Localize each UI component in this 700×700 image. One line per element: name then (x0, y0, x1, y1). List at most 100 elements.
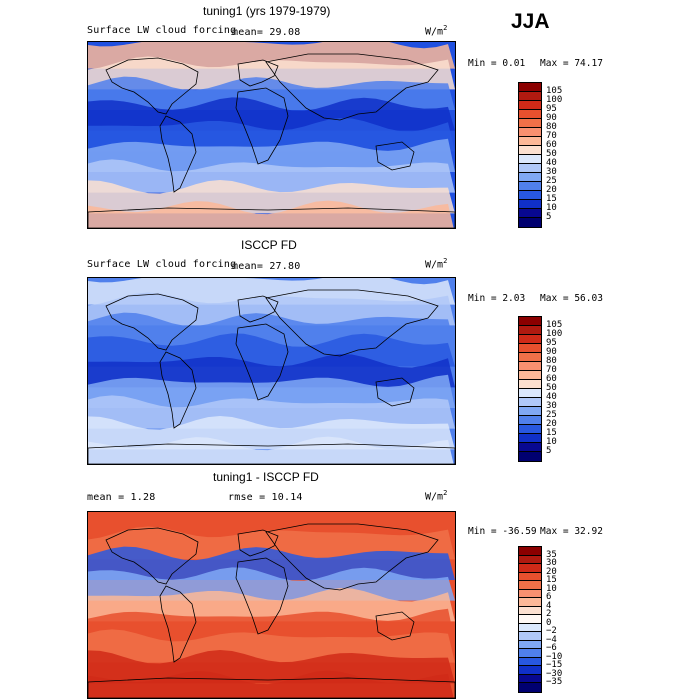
colorbar-level-label: 105 (546, 86, 563, 96)
coastline (88, 443, 455, 464)
panel-3-colorbar (518, 546, 542, 693)
colorbar-swatch (519, 632, 541, 641)
colorbar-level-label: 80 (546, 356, 557, 366)
colorbar-swatch (519, 683, 541, 692)
colorbar-level-label: 4 (546, 600, 552, 611)
colorbar-level-label: 35 (546, 549, 557, 560)
colorbar-level-label: 70 (546, 131, 557, 141)
colorbar-level-label: 25 (546, 410, 557, 420)
field-band (88, 278, 455, 305)
colorbar-swatch (519, 640, 541, 649)
colorbar-level-label: 15 (546, 428, 557, 438)
colorbar-swatch (519, 380, 541, 389)
colorbar-swatch (519, 615, 541, 624)
panel-1-max: Max = 74.17 (540, 58, 603, 69)
colorbar-level-label: 100 (546, 95, 563, 105)
field-band (88, 118, 455, 152)
colorbar-swatch (519, 657, 541, 666)
colorbar-level-label: 90 (546, 347, 557, 357)
coastline (159, 115, 197, 193)
colorbar-level-label: 70 (546, 365, 557, 375)
colorbar-swatch (519, 649, 541, 658)
colorbar-swatch (519, 443, 541, 452)
panel-1-field (88, 42, 455, 228)
field-band (88, 670, 454, 698)
panel-1-map (87, 41, 456, 229)
colorbar-swatch (519, 606, 541, 615)
colorbar-swatch (519, 564, 541, 573)
panel-1-min: Min = 0.01 (468, 58, 526, 69)
colorbar-swatch (519, 101, 541, 110)
colorbar-level-label: 95 (546, 104, 557, 114)
panel-3-title: tuning1 - ISCCP FD (213, 470, 319, 484)
colorbar-swatch (519, 119, 541, 128)
field-band (88, 292, 455, 326)
field-band (88, 354, 455, 388)
colorbar-swatch (519, 326, 541, 335)
colorbar-swatch (519, 173, 541, 182)
colorbar-level-label: 5 (546, 212, 552, 222)
colorbar-level-label: 10 (546, 583, 557, 594)
season-label: JJA (511, 10, 550, 33)
colorbar-swatch (519, 146, 541, 155)
colorbar-swatch (519, 416, 541, 425)
colorbar-swatch (519, 182, 541, 191)
coastline (235, 557, 289, 635)
colorbar-swatch (519, 137, 541, 146)
colorbar-level-label: 80 (546, 122, 557, 132)
coastline (375, 141, 415, 171)
colorbar-swatch (519, 589, 541, 598)
coastline (237, 59, 279, 87)
panel-1-mean: mean= 29.08 (232, 27, 301, 38)
colorbar-level-label: −15 (546, 660, 563, 670)
colorbar-swatch (519, 407, 541, 416)
colorbar-level-label: −6 (546, 643, 557, 653)
coastline (265, 289, 439, 357)
panel-3-units: W/m2 (425, 489, 448, 503)
field-band (88, 588, 455, 622)
colorbar-swatch (519, 674, 541, 683)
panel-3-mean: mean = 1.28 (87, 492, 156, 503)
coastline (105, 293, 199, 351)
field-band (88, 42, 455, 69)
coastline (88, 677, 455, 698)
colorbar-swatch (519, 362, 541, 371)
panel-3-field (88, 512, 455, 698)
colorbar-level-label: 95 (546, 338, 557, 348)
colorbar-swatch (519, 389, 541, 398)
colorbar-swatch (519, 191, 541, 200)
colorbar-swatch (519, 555, 541, 564)
colorbar-swatch (519, 371, 541, 380)
colorbar-swatch (519, 581, 541, 590)
colorbar-level-label: −2 (546, 626, 557, 636)
coastline (265, 523, 439, 591)
panel-2-colorbar (518, 316, 542, 462)
colorbar-swatch (519, 317, 541, 326)
colorbar-swatch (519, 398, 541, 407)
colorbar-swatch (519, 155, 541, 164)
panel-3-min: Min = -36.59 (468, 526, 537, 537)
colorbar-swatch (519, 128, 541, 137)
colorbar-level-label: 40 (546, 158, 557, 168)
panel-2-variable: Surface LW cloud forcing (87, 259, 237, 270)
panel-2-max: Max = 56.03 (540, 293, 603, 304)
colorbar-swatch (519, 200, 541, 209)
coastline (159, 351, 197, 429)
panel-2-min: Min = 2.03 (468, 293, 526, 304)
panel-3-max: Max = 32.92 (540, 526, 603, 537)
colorbar-level-label: 50 (546, 383, 557, 393)
colorbar-swatch (519, 209, 541, 218)
field-band (88, 138, 455, 172)
colorbar-level-label: 100 (546, 329, 563, 339)
colorbar-level-label: 30 (546, 167, 557, 177)
panel-1-title: tuning1 (yrs 1979-1979) (203, 4, 331, 18)
coastline (159, 585, 197, 663)
field-band (88, 436, 454, 464)
coastline (375, 611, 415, 641)
colorbar-swatch (519, 164, 541, 173)
colorbar-swatch (519, 353, 541, 362)
panel-3-rmse: rmse = 10.14 (228, 492, 303, 503)
colorbar-level-label: 50 (546, 149, 557, 159)
colorbar-swatch (519, 572, 541, 581)
panel-2-units: W/m2 (425, 257, 448, 271)
